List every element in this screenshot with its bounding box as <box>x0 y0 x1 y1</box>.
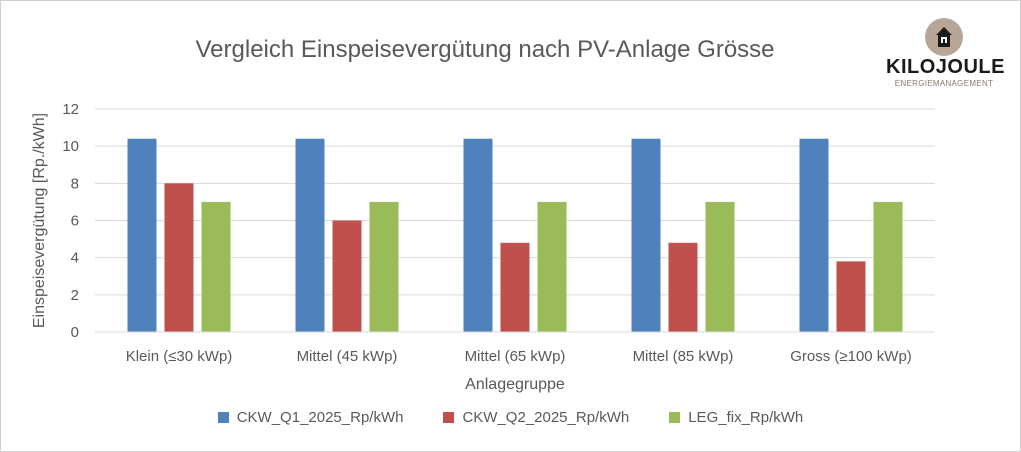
legend-item: LEG_fix_Rp/kWh <box>669 409 803 426</box>
bar-2-3 <box>500 242 530 332</box>
bar-3-5 <box>873 201 903 332</box>
bar-2-4 <box>668 242 698 332</box>
chart-title: Vergleich Einspeisevergütung nach PV-Anl… <box>195 36 775 63</box>
y-tick-labels: 0 2 4 6 8 10 12 <box>62 101 79 341</box>
logo-tagline: ENERGIEMANAGEMENT <box>894 79 994 88</box>
legend-swatch <box>669 412 681 423</box>
y-tick-label: 4 <box>71 250 79 267</box>
legend-swatch <box>443 412 455 423</box>
bar-1-3 <box>463 138 493 332</box>
bar-1-1 <box>127 138 157 332</box>
y-tick-label: 6 <box>71 213 79 230</box>
bar-1-5 <box>799 138 829 332</box>
house-icon <box>936 27 952 47</box>
legend-swatch <box>217 412 229 423</box>
company-logo: KILOJOULE ENERGIEMANAGEMENT <box>886 18 1005 92</box>
bar-2-5 <box>836 261 866 332</box>
bar-group <box>127 138 903 332</box>
bar-1-4 <box>631 138 661 332</box>
bar-2-1 <box>164 183 194 332</box>
x-tick-labels: Klein (≤30 kWp) Mittel (45 kWp) Mittel (65… <box>126 348 912 365</box>
x-tick-label: Gross (≥100 kWp) <box>790 348 912 365</box>
x-tick-label: Mittel (85 kWp) <box>633 348 734 365</box>
y-tick-label: 2 <box>71 287 79 304</box>
logo-name: KILOJOULE <box>886 56 1005 78</box>
bar-3-2 <box>369 201 399 332</box>
x-tick-label: Klein (≤30 kWp) <box>126 348 233 365</box>
bar-2-2 <box>332 220 362 332</box>
y-tick-label: 0 <box>71 324 79 341</box>
legend-label: CKW_Q1_2025_Rp/kWh <box>236 409 404 426</box>
y-tick-label: 10 <box>62 138 79 155</box>
y-axis-label: Einspeisevergütung [Rp./kWh] <box>31 113 48 328</box>
bar-3-3 <box>537 201 567 332</box>
legend-item: CKW_Q2_2025_Rp/kWh <box>443 409 629 426</box>
x-tick-label: Mittel (65 kWp) <box>465 348 566 365</box>
legend-label: CKW_Q2_2025_Rp/kWh <box>462 409 630 426</box>
x-axis-label: Anlagegruppe <box>465 376 565 393</box>
bar-3-1 <box>201 201 231 332</box>
legend-item: CKW_Q1_2025_Rp/kWh <box>217 409 404 426</box>
legend: CKW_Q1_2025_Rp/kWh CKW_Q2_2025_Rp/kWh LEG_… <box>0 409 1021 426</box>
y-tick-label: 12 <box>62 101 79 118</box>
y-tick-label: 8 <box>71 175 79 192</box>
legend-label: LEG_fix_Rp/kWh <box>688 409 804 426</box>
bar-1-2 <box>295 138 325 332</box>
bar-3-4 <box>705 201 735 332</box>
x-tick-label: Mittel (45 kWp) <box>297 348 398 365</box>
